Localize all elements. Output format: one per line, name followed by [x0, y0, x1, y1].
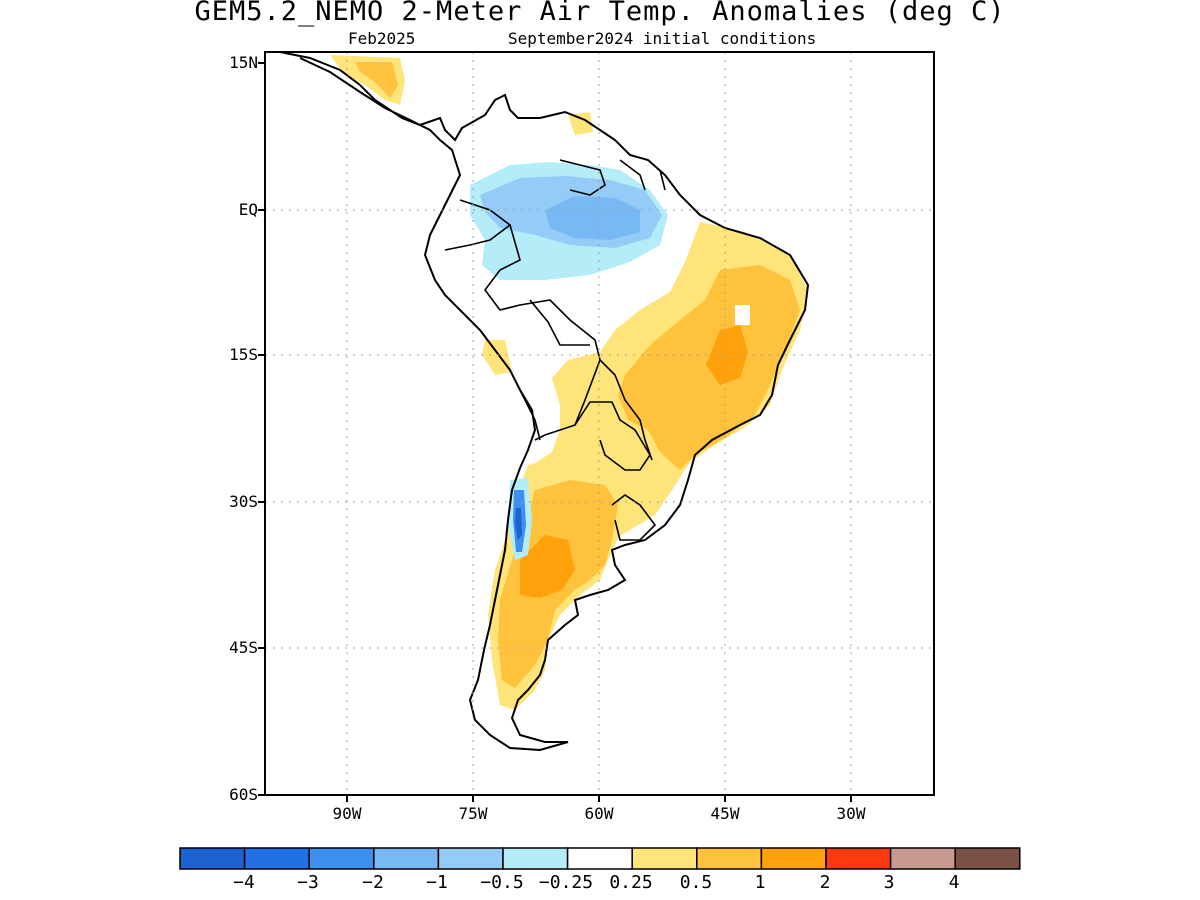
- colorbar-label: 0.25: [609, 872, 653, 893]
- forecast-month: Feb2025: [348, 29, 416, 48]
- colorbar-swatch: [566, 847, 633, 870]
- colorbar-swatch: [954, 847, 1021, 870]
- anomaly-cool-amazon-core: [545, 196, 640, 240]
- anomaly-warm-brazil-core: [706, 325, 748, 385]
- anomaly-warm-caribbean: [568, 112, 593, 135]
- coastlines: [279, 52, 810, 752]
- colorbar-swatch: [889, 847, 956, 870]
- map-title: GEM5.2_NEMO 2-Meter Air Temp. Anomalies …: [194, 0, 1006, 27]
- anomaly-warm-central-america-core: [355, 62, 398, 98]
- lat-label-30s: 30S: [229, 492, 258, 511]
- colorbar-label: 1: [754, 872, 766, 893]
- colorbar-label: 2: [819, 872, 831, 893]
- colorbar-swatch: [696, 847, 763, 870]
- lat-label-15s: 15S: [229, 345, 258, 364]
- lon-label-45w: 45W: [710, 804, 740, 823]
- colorbar-label: −0.5: [480, 872, 524, 893]
- colorbar-label: −2: [362, 872, 384, 893]
- colorbar-swatch: [243, 847, 310, 870]
- lon-label-75w: 75W: [458, 804, 488, 823]
- colorbar-swatch: [179, 847, 246, 870]
- lat-label-15n: 15N: [229, 53, 258, 72]
- lat-label-eq: EQ: [238, 200, 258, 219]
- anomaly-cool-andes-core: [515, 508, 522, 540]
- colorbar-swatch: [502, 847, 569, 870]
- lon-label-60w: 60W: [584, 804, 614, 823]
- colorbar-label: −4: [233, 872, 255, 893]
- axis-ticks: [258, 62, 852, 802]
- colorbar-swatch: [760, 847, 827, 870]
- anomaly-warm-argentina-core: [520, 535, 575, 598]
- central-america-coast: [279, 52, 810, 752]
- colorbar-label: −3: [297, 872, 319, 893]
- lon-label-90w: 90W: [332, 804, 362, 823]
- colorbar-label: 3: [883, 872, 895, 893]
- lon-label-30w: 30W: [836, 804, 866, 823]
- colorbar-label: −0.25: [538, 872, 594, 893]
- anomaly-field: [330, 55, 808, 710]
- colorbar-label: −1: [426, 872, 448, 893]
- anomaly-missing-cell: [735, 305, 750, 325]
- colorbar-label: 0.5: [679, 872, 713, 893]
- colorbar-swatch: [631, 847, 698, 870]
- lat-label-60s: 60S: [229, 785, 258, 804]
- colorbar-swatch: [308, 847, 375, 870]
- lat-label-45s: 45S: [229, 638, 258, 657]
- initial-conditions: September2024 initial conditions: [508, 29, 817, 48]
- anomaly-warm-bolivia: [482, 340, 512, 375]
- colorbar-swatch: [825, 847, 892, 870]
- colorbar-swatch: [437, 847, 504, 870]
- country-borders: [444, 159, 666, 541]
- colorbar-swatch: [373, 847, 440, 870]
- colorbar: [179, 847, 1021, 870]
- colorbar-label: 4: [948, 872, 960, 893]
